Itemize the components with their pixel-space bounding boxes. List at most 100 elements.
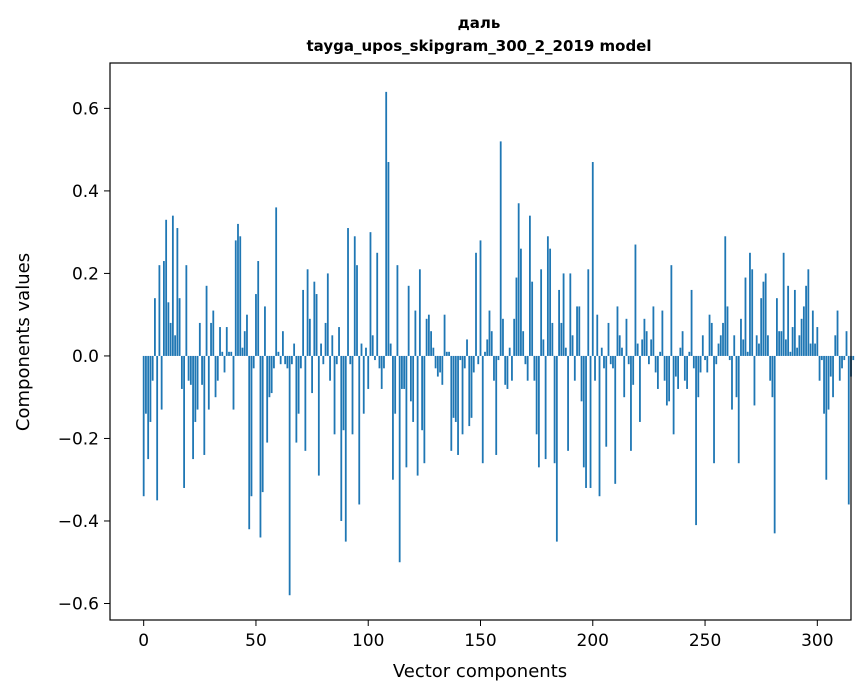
bar-235 — [670, 265, 673, 356]
bar-208 — [609, 355, 612, 365]
x-tick-label: 250 — [689, 631, 721, 651]
bar-92 — [349, 355, 352, 365]
bar-45 — [243, 331, 246, 356]
bar-164 — [511, 355, 513, 381]
bar-222 — [641, 339, 644, 356]
bar-94 — [353, 236, 356, 356]
bar-82 — [326, 273, 329, 356]
bar-79 — [320, 343, 322, 356]
bar-270 — [749, 252, 751, 356]
y-tick-label: −0.6 — [58, 594, 99, 614]
bar-250 — [704, 355, 706, 361]
bar-212 — [618, 335, 621, 356]
bar-275 — [760, 298, 763, 356]
bars-group — [142, 91, 855, 596]
bar-27 — [203, 355, 206, 455]
bar-312 — [843, 355, 846, 361]
y-axis-label: Components values — [13, 253, 34, 431]
bar-184 — [555, 355, 558, 542]
bar-279 — [769, 355, 772, 381]
bar-232 — [663, 355, 666, 381]
bar-140 — [457, 355, 459, 455]
bar-3 — [149, 355, 152, 422]
bar-118 — [407, 285, 410, 356]
bar-171 — [526, 355, 529, 381]
bar-71 — [302, 289, 305, 356]
bar-252 — [708, 314, 711, 356]
bar-81 — [324, 322, 327, 356]
bar-91 — [347, 228, 349, 356]
bar-52 — [259, 355, 262, 538]
bar-209 — [612, 355, 614, 369]
bar-54 — [264, 306, 266, 356]
bar-257 — [719, 335, 722, 356]
bar-138 — [452, 355, 455, 418]
bar-220 — [636, 343, 639, 356]
bar-65 — [288, 355, 291, 596]
bar-121 — [414, 310, 417, 356]
bar-265 — [737, 355, 740, 464]
bar-311 — [841, 355, 843, 369]
bar-307 — [832, 355, 834, 398]
bar-302 — [820, 355, 823, 361]
bar-85 — [333, 355, 336, 435]
bar-239 — [679, 347, 682, 356]
bar-37 — [225, 327, 228, 356]
bar-299 — [814, 343, 816, 356]
bar-96 — [358, 355, 361, 505]
bar-292 — [798, 335, 801, 356]
bar-246 — [695, 355, 697, 526]
y-tick-label: 0.6 — [72, 99, 99, 119]
bar-264 — [735, 355, 738, 398]
bar-17 — [180, 355, 183, 389]
bar-293 — [800, 318, 803, 356]
bar-89 — [342, 355, 345, 431]
bar-12 — [169, 322, 172, 356]
bar-127 — [427, 314, 430, 356]
bar-219 — [634, 244, 637, 356]
bar-4 — [151, 355, 154, 381]
bar-188 — [564, 347, 567, 356]
bar-172 — [529, 215, 531, 356]
bar-170 — [524, 355, 527, 365]
bar-119 — [409, 355, 412, 402]
y-tick-label: −0.2 — [58, 429, 99, 449]
bar-234 — [668, 355, 671, 402]
bar-136 — [448, 351, 450, 356]
bar-13 — [171, 215, 174, 356]
bar-7 — [158, 265, 161, 356]
bar-189 — [567, 355, 569, 451]
bar-38 — [228, 351, 230, 356]
bar-187 — [562, 273, 565, 356]
bar-313 — [845, 331, 848, 356]
x-tick-label: 300 — [801, 631, 833, 651]
bar-151 — [481, 355, 484, 464]
bar-178 — [542, 339, 545, 356]
bar-249 — [701, 335, 704, 356]
bar-123 — [418, 269, 421, 356]
bar-141 — [459, 355, 462, 361]
bar-132 — [439, 355, 441, 373]
bar-223 — [643, 318, 646, 356]
bar-80 — [322, 355, 325, 365]
bar-131 — [436, 355, 439, 377]
bar-166 — [515, 277, 518, 356]
bar-276 — [762, 281, 765, 356]
bar-8 — [160, 355, 163, 410]
bar-268 — [744, 277, 747, 356]
bar-100 — [367, 355, 370, 389]
bar-309 — [836, 310, 839, 356]
bar-83 — [329, 355, 331, 381]
bar-190 — [569, 273, 572, 356]
bar-201 — [594, 355, 596, 381]
bar-66 — [290, 355, 293, 365]
bar-28 — [205, 285, 208, 356]
bar-227 — [652, 306, 655, 356]
bar-301 — [818, 355, 821, 381]
bar-163 — [508, 347, 511, 356]
x-axis-ticks: 0 50 100 150 200 250 300 — [138, 620, 834, 651]
bar-146 — [470, 355, 473, 418]
bar-88 — [340, 355, 343, 521]
bar-128 — [430, 331, 432, 356]
